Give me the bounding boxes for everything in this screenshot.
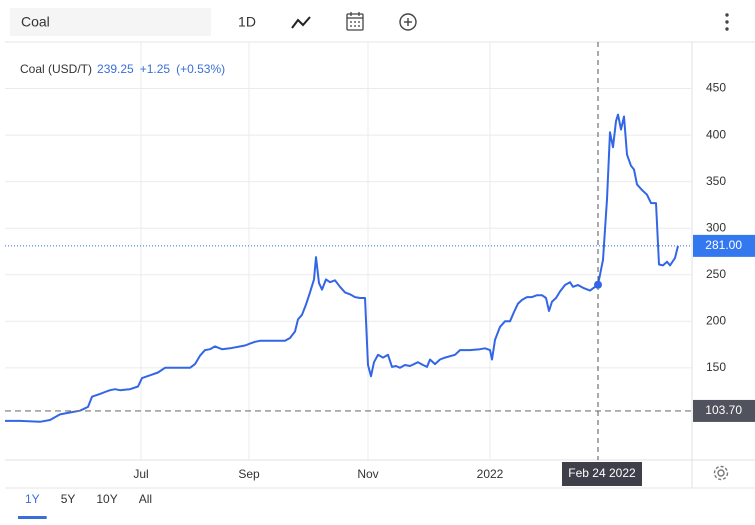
crosshair-label: Feb 24 2022: [568, 466, 636, 480]
range-tab-underline: [18, 516, 47, 519]
chart-type-icon[interactable]: [291, 16, 311, 29]
crosshair-point: [594, 280, 602, 289]
range-tabs: 1Y 5Y 10Y All: [18, 492, 152, 519]
legend-change: +1.25: [140, 62, 171, 76]
series-line: [5, 113, 679, 423]
range-tab[interactable]: All: [139, 492, 152, 506]
y-tick-label: 200: [706, 313, 726, 327]
symbol-text: Coal: [21, 14, 50, 30]
y-tick-label: 400: [706, 127, 726, 141]
y-tick-label: 150: [706, 360, 726, 374]
symbol-search[interactable]: [10, 8, 211, 36]
plot: [5, 42, 692, 460]
compare-icon[interactable]: [399, 13, 417, 31]
y-tick-label: 450: [706, 81, 726, 95]
y-tick-label: 350: [706, 174, 726, 188]
x-tick-label: 2022: [477, 467, 504, 481]
price-label: 281.00: [705, 238, 742, 252]
range-tab[interactable]: 5Y: [61, 492, 76, 506]
interval-button[interactable]: 1D: [238, 14, 256, 30]
crosshair-label-box: [562, 462, 642, 486]
more-menu[interactable]: [725, 13, 729, 31]
legend-name: Coal (USD/T): [20, 62, 92, 76]
legend-price: 239.25: [97, 62, 134, 76]
settings-icon[interactable]: [713, 465, 729, 481]
x-tick-label: Sep: [238, 467, 260, 481]
date-range-icon[interactable]: [346, 12, 364, 31]
range-tab[interactable]: 1Y: [25, 492, 40, 506]
legend-change-pct: (+0.53%): [176, 62, 225, 76]
range-tab[interactable]: 10Y: [96, 492, 117, 506]
y-tick-label: 250: [706, 267, 726, 281]
overlay: [5, 42, 692, 460]
x-tick-label: Jul: [133, 467, 148, 481]
y-tick-label: 300: [706, 220, 726, 234]
reference-label: 103.70: [705, 403, 742, 417]
price-label-box: [693, 234, 755, 257]
x-tick-label: Nov: [357, 467, 378, 481]
reference-label-box: [693, 399, 755, 422]
